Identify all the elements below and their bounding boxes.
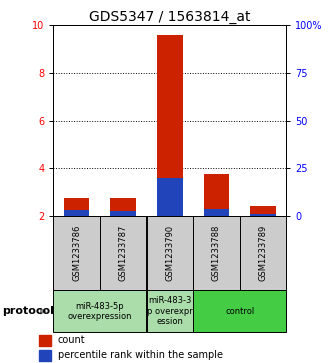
Text: control: control: [225, 307, 254, 316]
Bar: [39, 350, 51, 361]
Text: GSM1233787: GSM1233787: [119, 225, 128, 281]
Bar: [39, 335, 51, 346]
Bar: [111, 211, 136, 216]
Text: protocol: protocol: [2, 306, 54, 316]
Text: GSM1233789: GSM1233789: [258, 225, 268, 281]
Text: GSM1233786: GSM1233786: [72, 225, 81, 281]
Bar: [250, 213, 276, 216]
FancyBboxPatch shape: [193, 290, 286, 332]
FancyBboxPatch shape: [100, 216, 147, 290]
Bar: [204, 209, 229, 216]
FancyBboxPatch shape: [53, 216, 100, 290]
Text: miR-483-5p
overexpression: miR-483-5p overexpression: [68, 302, 132, 321]
Bar: [64, 210, 89, 216]
Text: GSM1233790: GSM1233790: [165, 225, 174, 281]
Title: GDS5347 / 1563814_at: GDS5347 / 1563814_at: [89, 11, 250, 24]
FancyBboxPatch shape: [147, 290, 193, 332]
Bar: [64, 198, 89, 216]
Bar: [157, 178, 182, 216]
FancyBboxPatch shape: [240, 216, 286, 290]
Bar: [204, 174, 229, 216]
Bar: [111, 198, 136, 216]
Text: count: count: [58, 335, 86, 345]
Text: miR-483-3
p overexpr
ession: miR-483-3 p overexpr ession: [147, 296, 193, 326]
FancyBboxPatch shape: [53, 290, 147, 332]
FancyBboxPatch shape: [193, 216, 240, 290]
Bar: [250, 207, 276, 216]
FancyBboxPatch shape: [147, 216, 193, 290]
Text: GSM1233788: GSM1233788: [212, 225, 221, 281]
Bar: [157, 35, 182, 216]
Text: percentile rank within the sample: percentile rank within the sample: [58, 350, 223, 360]
